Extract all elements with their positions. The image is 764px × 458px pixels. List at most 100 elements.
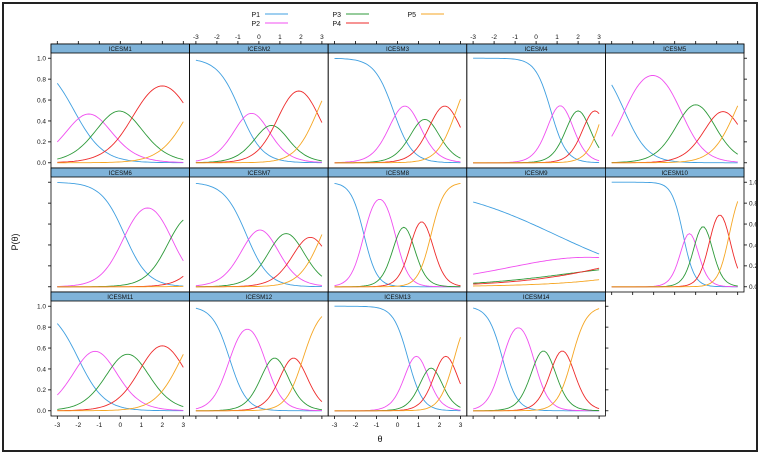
x-tick-label: -1 (374, 422, 380, 429)
x-tick-label: -1 (235, 34, 241, 41)
curve-p4 (57, 85, 184, 163)
panel-icesm9: ICESM9 (466, 167, 606, 293)
legend-label: P1 (251, 12, 260, 19)
curve-p1 (56, 83, 184, 164)
curve-p3 (57, 219, 184, 288)
y-tick-label: 0.8 (749, 200, 756, 207)
y-tick-label: 0.6 (749, 221, 756, 228)
panel-icesm12: ICESM12 (189, 291, 329, 417)
panel-icesm7: ICESM7 (189, 167, 329, 293)
curve-p2 (56, 113, 184, 163)
x-tick-label: -2 (75, 422, 81, 429)
x-axis-label: θ (377, 434, 382, 444)
y-tick-label: 0.6 (37, 345, 46, 352)
curve-p5 (334, 182, 461, 288)
panel-border (605, 43, 745, 169)
panel-title: ICESM2 (247, 46, 271, 53)
x-tick-label: 1 (555, 34, 559, 41)
x-tick-label: -3 (332, 422, 338, 429)
x-tick-label: 0 (396, 422, 400, 429)
panel-title: ICESM4 (525, 46, 549, 53)
panel-title: ICESM7 (247, 170, 271, 177)
y-tick-label: 0.0 (37, 160, 46, 167)
curve-p1 (57, 182, 184, 287)
y-tick-label: 0.4 (749, 242, 756, 249)
panel-border (50, 167, 191, 293)
curve-p5 (611, 201, 739, 288)
curve-p1 (334, 305, 461, 412)
curve-p1 (611, 84, 738, 164)
curve-p5 (473, 124, 600, 164)
legend-item-p3: P3 (332, 12, 369, 19)
panel-border (50, 291, 191, 417)
x-tick-label: -3 (470, 34, 476, 41)
y-tick-label: 0.0 (37, 408, 46, 415)
y-tick-label: 1.0 (37, 304, 46, 311)
x-tick-label: 3 (181, 422, 185, 429)
x-tick-label: 3 (597, 34, 601, 41)
curve-p5 (57, 354, 184, 412)
curve-p1 (195, 307, 322, 412)
x-tick-label: -1 (96, 422, 102, 429)
legend-item-p5: P5 (407, 12, 444, 19)
x-tick-label: 1 (278, 34, 282, 41)
curve-p3 (57, 353, 184, 410)
figure-frame: P1 P2 P3 P4 P5 ICESM1 ICESM2 ICESM3 ICESM4 ICESM… (2, 2, 758, 452)
y-tick-label: 0.8 (37, 76, 46, 83)
curve-p4 (611, 111, 739, 164)
panel-title: ICESM3 (386, 46, 410, 53)
curve-p4 (195, 90, 323, 164)
panel-icesm11: ICESM11 (50, 291, 191, 417)
curve-p2 (195, 328, 322, 412)
legend-item-p1: P1 (251, 12, 288, 19)
panel-border (189, 291, 329, 417)
legend-item-p2: P2 (251, 21, 288, 28)
panel-icesm13: ICESM13 (327, 291, 468, 417)
panel-title: ICESM13 (384, 294, 411, 301)
curve-p2 (56, 350, 184, 411)
curve-p4 (334, 105, 461, 164)
curve-p1 (334, 57, 461, 164)
panel-icesm10: ICESM10 (605, 167, 745, 293)
curve-p1 (473, 57, 600, 164)
curve-p2 (473, 105, 600, 164)
curve-p5 (57, 285, 184, 288)
curve-p5 (611, 105, 739, 164)
curve-p3 (195, 357, 322, 412)
x-tick-label: 2 (160, 422, 164, 429)
curve-p2 (611, 233, 738, 288)
panel-icesm4: ICESM4 (466, 43, 606, 169)
legend-label: P5 (407, 12, 416, 19)
panel-border (327, 291, 468, 417)
panel-title: ICESM1 (109, 46, 133, 53)
panel-icesm14: ICESM14 (466, 291, 606, 417)
legend-label: P3 (332, 12, 341, 19)
panel-border (605, 167, 745, 293)
legend-label: P2 (251, 21, 260, 28)
legend-label: P4 (332, 21, 341, 28)
curve-p2 (57, 207, 184, 287)
x-tick-label: 3 (459, 422, 463, 429)
x-tick-label: 2 (576, 34, 580, 41)
curve-p3 (57, 110, 184, 161)
panel-border (327, 167, 468, 293)
y-tick-label: 0.4 (37, 366, 46, 373)
y-tick-label: 0.2 (37, 139, 46, 146)
x-tick-label: -2 (353, 422, 359, 429)
x-tick-label: -3 (193, 34, 199, 41)
x-tick-label: 0 (257, 34, 261, 41)
curve-p5 (195, 100, 323, 164)
curve-p5 (195, 234, 323, 288)
curve-p1 (472, 201, 600, 255)
curve-p3 (334, 367, 461, 412)
curve-p5 (334, 98, 461, 164)
panel-title: ICESM5 (663, 46, 687, 53)
curve-p2 (472, 327, 600, 412)
curve-p4 (195, 236, 323, 288)
curve-p2 (195, 112, 322, 163)
y-tick-label: 0.6 (37, 97, 46, 104)
panel-title: ICESM12 (246, 294, 273, 301)
curve-p4 (57, 345, 184, 412)
icc-trellis-chart: P1 P2 P3 P4 P5 ICESM1 ICESM2 ICESM3 ICESM4 ICESM… (10, 12, 758, 444)
panel-icesm2: ICESM2 (189, 43, 329, 169)
